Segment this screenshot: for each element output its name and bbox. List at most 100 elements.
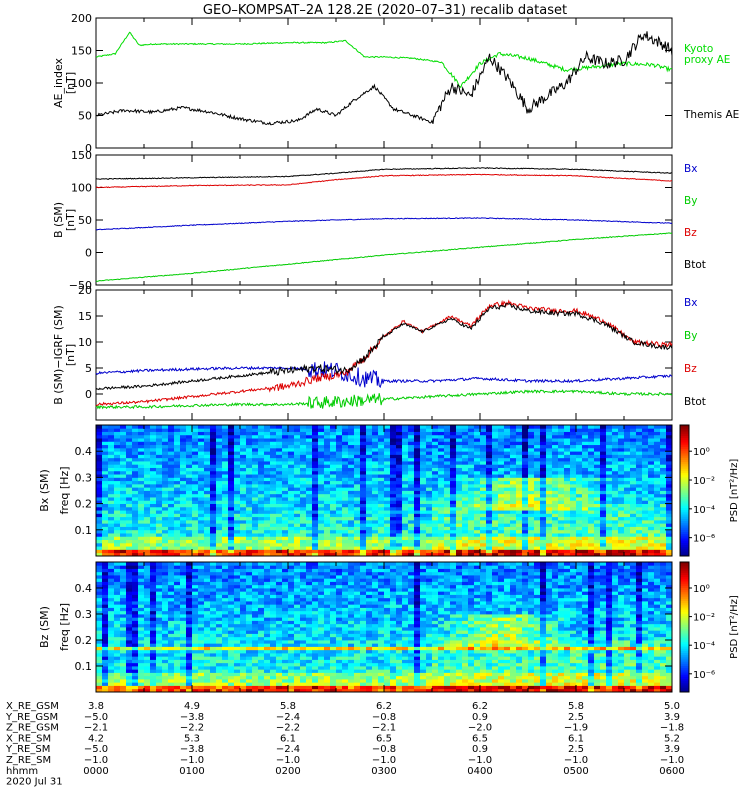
spectrogram-cell [162,536,169,541]
spectrogram-cell [180,444,187,449]
spectrogram-cell [204,542,211,547]
spectrogram-cell [168,434,175,439]
spectrogram-cell [222,571,229,576]
spectrogram-cell [402,438,409,442]
spectrogram-cell [420,441,427,446]
legend-btot: Btot [684,396,706,408]
spectrogram-cell [624,474,631,478]
spectrogram-cell [162,457,169,462]
spectrogram-cell [330,519,337,524]
spectrogram-cell [366,510,373,514]
spectrogram-cell [312,444,319,449]
spectrogram-cell [234,477,241,482]
spectrogram-cell [174,656,181,660]
spectrogram-cell [312,523,319,527]
spectrogram-cell [468,431,475,436]
spectrogram-cell [558,454,565,459]
spectrogram-cell [300,500,307,504]
spectrogram-cell [498,487,505,491]
spectrogram-cell [492,497,499,501]
spectrogram-cell [456,431,463,436]
spectrogram-cell [564,451,571,455]
spectrogram-cell [114,575,121,579]
spectrogram-cell [96,627,103,631]
spectrogram-cell [438,451,445,455]
spectrogram-cell [492,464,499,468]
spectrogram-cell [336,503,343,508]
spectrogram-cell [618,454,625,459]
series-by-line [95,232,673,282]
spectrogram-cell [414,461,421,465]
spectrogram-cell [402,480,409,485]
colorbar-segment [680,525,689,529]
spectrogram-cell [330,470,337,475]
spectrogram-cell [138,607,145,612]
spectrogram-cell [210,614,217,618]
spectrogram-cell [96,470,103,475]
spectrogram-cell [468,500,475,504]
spectrogram-cell [114,636,121,641]
spectrogram-cell [294,539,301,544]
spectrogram-cell [456,447,463,452]
spectrogram-cell [534,493,541,498]
spectrogram-cell [156,549,163,554]
spectrogram-cell [246,441,253,446]
figure-title: GEO–KOMPSAT–2A 128.2E (2020–07–31) recal… [203,3,567,18]
spectrogram-cell [222,584,229,589]
spectrogram-cell [570,490,577,495]
spectrogram-cell [246,447,253,452]
spectrogram-cell [624,539,631,544]
spectrogram-cell [168,623,175,628]
spectrogram-cell [468,510,475,514]
spectrogram-cell [492,467,499,472]
spectrogram-cell [156,565,163,569]
spectrogram-cell [132,679,139,683]
spectrogram-cell [366,529,373,534]
spectrogram-cell [150,565,157,569]
spectrogram-cell [648,431,655,436]
spectrogram-cell [126,464,133,468]
spectrogram-cell [192,506,199,511]
spectrogram-cell [294,510,301,514]
spectrogram-cell [108,529,115,534]
spectrogram-cell [480,464,487,468]
spectrogram-cell [330,477,337,482]
spectrogram-cell [138,601,145,605]
spectrogram-cell [156,457,163,462]
spectrogram-cell [192,565,199,569]
spectrogram-cell [102,461,109,465]
spectrogram-cell [288,447,295,452]
spectrogram-cell [504,539,511,544]
spectrogram-cell [108,565,115,569]
spectrogram-cell [582,451,589,455]
spectrogram-cell [486,510,493,514]
spectrogram-cell [126,640,133,644]
spectrogram-cell [168,649,175,654]
spectrogram-cell [582,539,589,544]
spectrogram-cell [168,607,175,612]
spectrogram-cell [348,497,355,501]
spectrogram-cell [354,503,361,508]
spectrogram-cell [300,539,307,544]
spectrogram-cell [126,591,133,595]
spectrogram-cell [276,480,283,485]
spectrogram-cell [330,513,337,518]
spectrogram-cell [282,516,289,521]
spectrogram-cell [210,549,217,554]
spectrogram-cell [516,503,523,508]
spectrogram-cell [648,536,655,541]
spectrogram-cell [528,480,535,485]
spectrogram-cell [192,519,199,524]
spectrogram-cell [462,506,469,511]
spectrogram-cell [144,477,151,482]
spectrogram-cell [516,523,523,527]
spectrogram-cell [132,516,139,521]
spectrogram-cell [384,513,391,518]
spectrogram-cell [96,575,103,579]
spectrogram-cell [402,542,409,547]
spectrogram-cell [468,467,475,472]
spectrogram-cell [654,477,661,482]
spectrogram-cell [282,503,289,508]
spectrogram-cell [132,630,139,634]
spectrogram-cell [456,519,463,524]
